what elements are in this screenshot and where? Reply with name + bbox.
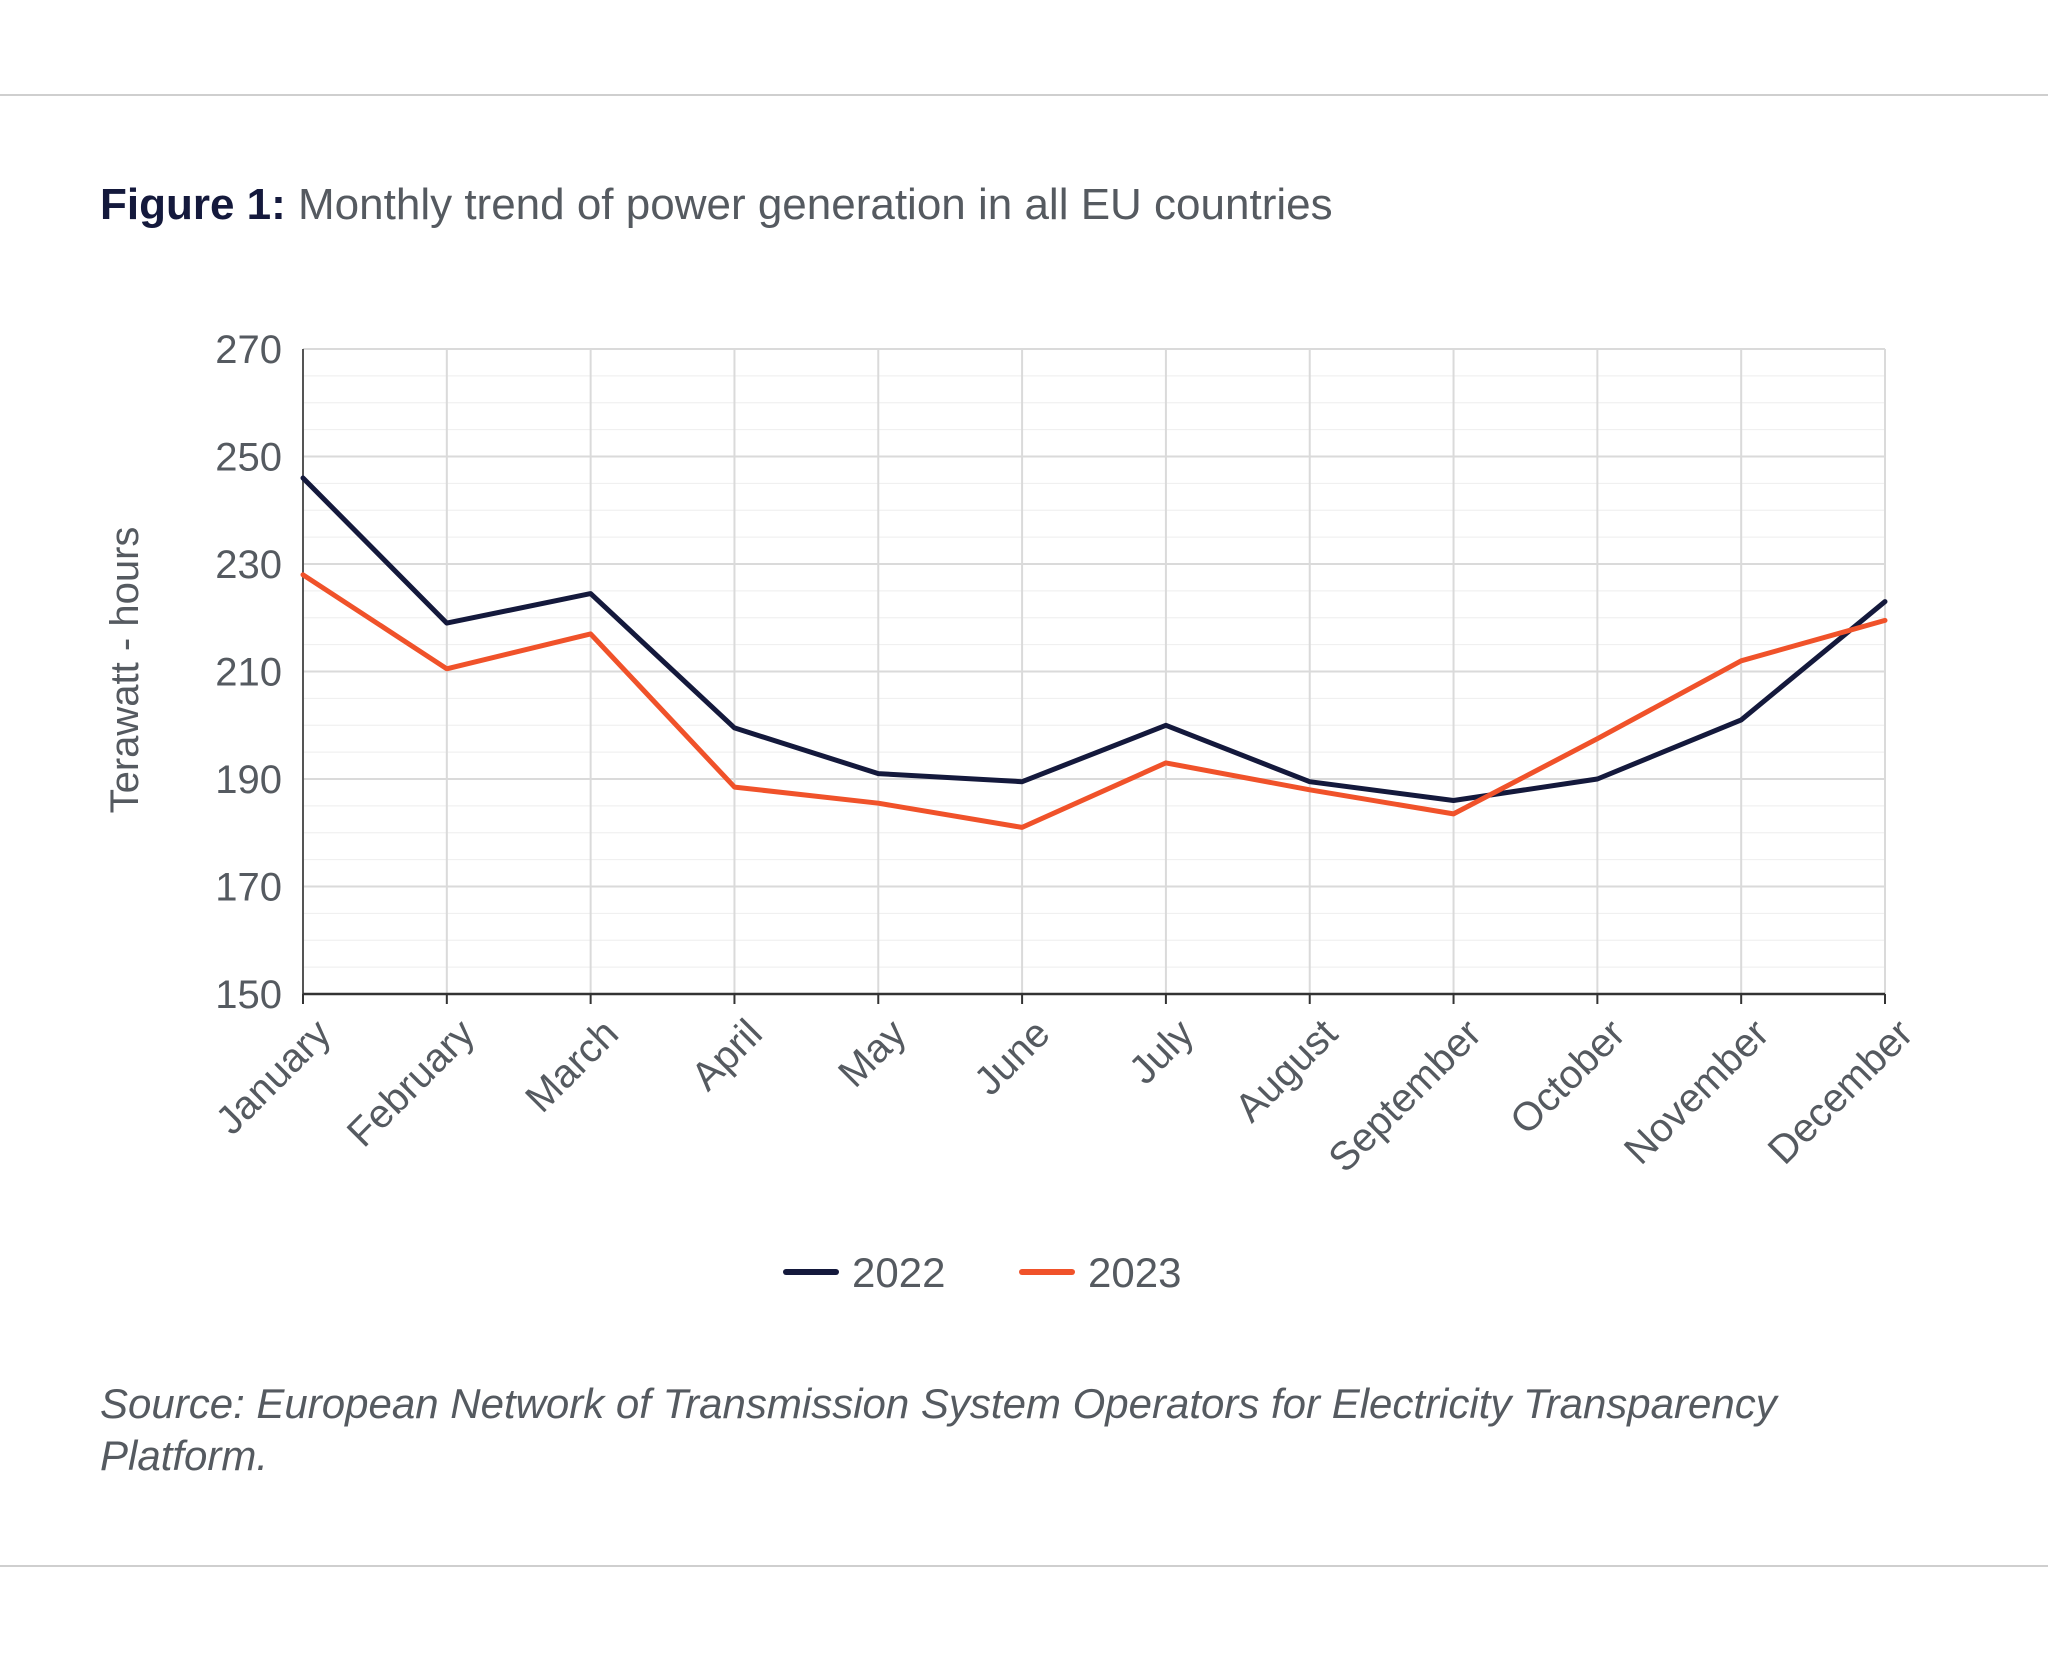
x-tick-label: April bbox=[683, 1011, 771, 1099]
x-tick-label: December bbox=[1760, 1011, 1922, 1173]
y-tick-label: 190 bbox=[215, 758, 282, 802]
x-tick-label: June bbox=[966, 1011, 1058, 1103]
y-tick-label: 270 bbox=[215, 328, 282, 372]
figure-title-text: Monthly trend of power generation in all… bbox=[298, 180, 1333, 229]
y-tick-label: 250 bbox=[215, 436, 282, 480]
x-tick-label: March bbox=[517, 1011, 627, 1121]
y-tick-label: 150 bbox=[215, 973, 282, 1017]
figure-label: Figure 1: bbox=[100, 180, 286, 229]
x-tick-label: November bbox=[1616, 1011, 1778, 1173]
source-note: Source: European Network of Transmission… bbox=[100, 1380, 1777, 1479]
x-tick-label: February bbox=[339, 1011, 483, 1155]
bottom-divider bbox=[0, 1565, 2048, 1567]
x-tick-label: July bbox=[1121, 1011, 1202, 1092]
legend-label-2022: 2022 bbox=[852, 1249, 945, 1296]
y-tick-label: 230 bbox=[215, 543, 282, 587]
y-tick-label: 210 bbox=[215, 651, 282, 695]
legend-label-2023: 2023 bbox=[1088, 1249, 1181, 1296]
x-tick-label: October bbox=[1502, 1011, 1634, 1143]
top-divider bbox=[0, 94, 2048, 96]
x-tick-label: September bbox=[1320, 1011, 1489, 1180]
y-tick-label: 170 bbox=[215, 866, 282, 910]
figure-title: Figure 1: Monthly trend of power generat… bbox=[100, 180, 1333, 230]
x-tick-label: January bbox=[208, 1011, 340, 1143]
series-line-2023 bbox=[300, 572, 1888, 830]
x-tick-label: August bbox=[1227, 1011, 1346, 1130]
x-tick-label: May bbox=[830, 1011, 915, 1096]
y-axis-label: Terawatt - hours bbox=[103, 527, 147, 814]
series-line-2022 bbox=[300, 475, 1888, 803]
